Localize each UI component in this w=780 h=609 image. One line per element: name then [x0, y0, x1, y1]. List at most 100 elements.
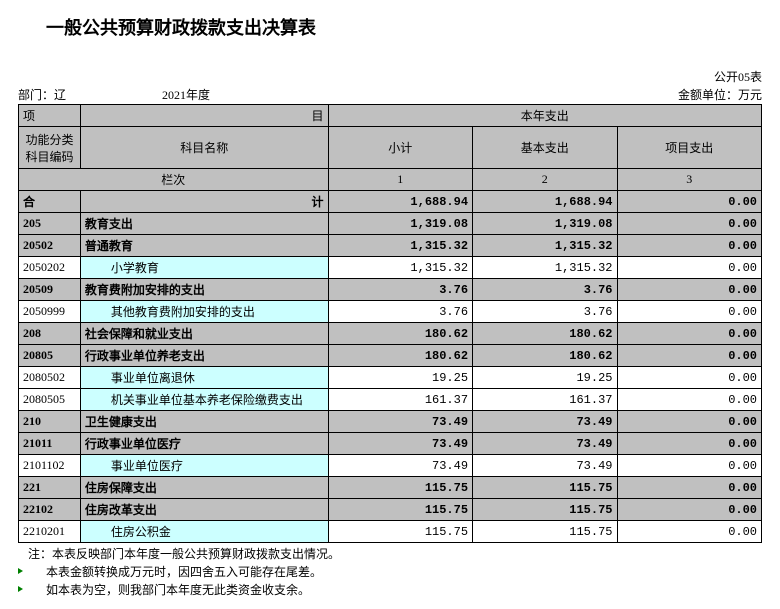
row-name: 小学教育: [80, 257, 328, 279]
note-2: 本表金额转换成万元时，因四舍五入可能存在尾差。: [28, 565, 322, 579]
table-row: 2080502事业单位离退休19.2519.250.00: [19, 367, 762, 389]
row-project: 0.00: [617, 345, 762, 367]
row-subtotal: 3.76: [328, 279, 472, 301]
triangle-icon: [18, 568, 23, 574]
row-subtotal: 1,315.32: [328, 235, 472, 257]
hdr-lanci: 栏次: [19, 169, 329, 191]
total-label-b: 计: [80, 191, 328, 213]
row-name: 教育支出: [80, 213, 328, 235]
table-row: 22102住房改革支出115.75115.750.00: [19, 499, 762, 521]
row-name: 事业单位医疗: [80, 455, 328, 477]
row-subtotal: 1,319.08: [328, 213, 472, 235]
notes: 注：本表反映部门本年度一般公共预算财政拨款支出情况。 本表金额转换成万元时，因四…: [18, 545, 762, 599]
row-basic: 3.76: [473, 301, 617, 323]
row-code: 20805: [19, 345, 81, 367]
row-code: 2080505: [19, 389, 81, 411]
table-row: 2210201住房公积金115.75115.750.00: [19, 521, 762, 543]
row-name: 其他教育费附加安排的支出: [80, 301, 328, 323]
row-subtotal: 73.49: [328, 455, 472, 477]
hdr-project: 项: [19, 105, 81, 127]
hdr-mu: 目: [80, 105, 328, 127]
table-row: 20805行政事业单位养老支出180.62180.620.00: [19, 345, 762, 367]
year-label: 2021年度: [162, 88, 210, 102]
row-subtotal: 161.37: [328, 389, 472, 411]
table-row: 20502普通教育1,315.321,315.320.00: [19, 235, 762, 257]
row-basic: 73.49: [473, 433, 617, 455]
row-name: 行政事业单位养老支出: [80, 345, 328, 367]
row-project: 0.00: [617, 301, 762, 323]
row-code: 208: [19, 323, 81, 345]
row-project: 0.00: [617, 433, 762, 455]
hdr-col1: 1: [328, 169, 472, 191]
row-name: 普通教育: [80, 235, 328, 257]
row-subtotal: 3.76: [328, 301, 472, 323]
row-code: 2080502: [19, 367, 81, 389]
row-code: 2101102: [19, 455, 81, 477]
total-v3: 0.00: [617, 191, 762, 213]
row-name: 住房保障支出: [80, 477, 328, 499]
row-code: 2050202: [19, 257, 81, 279]
table-row: 205教育支出1,319.081,319.080.00: [19, 213, 762, 235]
row-basic: 1,319.08: [473, 213, 617, 235]
row-code: 221: [19, 477, 81, 499]
dept-year: 部门：辽 2021年度: [18, 86, 210, 103]
note-line: 如本表为空，则我部门本年度无此类资金收支余。: [18, 581, 762, 599]
row-project: 0.00: [617, 499, 762, 521]
row-subtotal: 73.49: [328, 433, 472, 455]
note-1: 注：本表反映部门本年度一般公共预算财政拨款支出情况。: [28, 547, 340, 561]
row-project: 0.00: [617, 389, 762, 411]
total-label-a: 合: [19, 191, 81, 213]
row-code: 2050999: [19, 301, 81, 323]
hdr-basic: 基本支出: [473, 127, 617, 169]
row-name: 教育费附加安排的支出: [80, 279, 328, 301]
row-subtotal: 1,315.32: [328, 257, 472, 279]
table-row: 2050999其他教育费附加安排的支出3.763.760.00: [19, 301, 762, 323]
row-name: 卫生健康支出: [80, 411, 328, 433]
row-subtotal: 19.25: [328, 367, 472, 389]
row-subtotal: 115.75: [328, 477, 472, 499]
hdr-this-year: 本年支出: [328, 105, 761, 127]
row-project: 0.00: [617, 257, 762, 279]
row-code: 22102: [19, 499, 81, 521]
row-project: 0.00: [617, 477, 762, 499]
row-subtotal: 73.49: [328, 411, 472, 433]
table-row: 221住房保障支出115.75115.750.00: [19, 477, 762, 499]
row-basic: 3.76: [473, 279, 617, 301]
row-code: 2210201: [19, 521, 81, 543]
note-3: 如本表为空，则我部门本年度无此类资金收支余。: [28, 583, 310, 597]
row-project: 0.00: [617, 367, 762, 389]
dept-label: 部门：辽: [18, 88, 66, 102]
row-subtotal: 115.75: [328, 499, 472, 521]
hdr-subj-name: 科目名称: [80, 127, 328, 169]
row-basic: 19.25: [473, 367, 617, 389]
hdr-col2: 2: [473, 169, 617, 191]
row-basic: 1,315.32: [473, 235, 617, 257]
budget-table: 项 目 本年支出 功能分类 科目编码 科目名称 小计 基本支出 项目支出 栏次 …: [18, 104, 762, 543]
meta-row-1: 公开05表: [18, 68, 762, 85]
row-project: 0.00: [617, 235, 762, 257]
note-line: 本表金额转换成万元时，因四舍五入可能存在尾差。: [18, 563, 762, 581]
row-code: 20509: [19, 279, 81, 301]
row-subtotal: 115.75: [328, 521, 472, 543]
row-project: 0.00: [617, 213, 762, 235]
row-basic: 180.62: [473, 345, 617, 367]
page-title: 一般公共预算财政拨款支出决算表: [46, 14, 762, 40]
row-subtotal: 180.62: [328, 323, 472, 345]
row-project: 0.00: [617, 279, 762, 301]
hdr-col3: 3: [617, 169, 762, 191]
table-row: 2080505机关事业单位基本养老保险缴费支出161.37161.370.00: [19, 389, 762, 411]
row-basic: 1,315.32: [473, 257, 617, 279]
total-v1: 1,688.94: [328, 191, 472, 213]
row-name: 机关事业单位基本养老保险缴费支出: [80, 389, 328, 411]
meta-row-2: 部门：辽 2021年度 金额单位：万元: [18, 86, 762, 103]
row-name: 住房改革支出: [80, 499, 328, 521]
table-row: 20509教育费附加安排的支出3.763.760.00: [19, 279, 762, 301]
row-project: 0.00: [617, 455, 762, 477]
note-line: 注：本表反映部门本年度一般公共预算财政拨款支出情况。: [18, 545, 762, 563]
row-name: 住房公积金: [80, 521, 328, 543]
total-v2: 1,688.94: [473, 191, 617, 213]
row-project: 0.00: [617, 411, 762, 433]
row-name: 事业单位离退休: [80, 367, 328, 389]
row-basic: 115.75: [473, 521, 617, 543]
row-basic: 180.62: [473, 323, 617, 345]
